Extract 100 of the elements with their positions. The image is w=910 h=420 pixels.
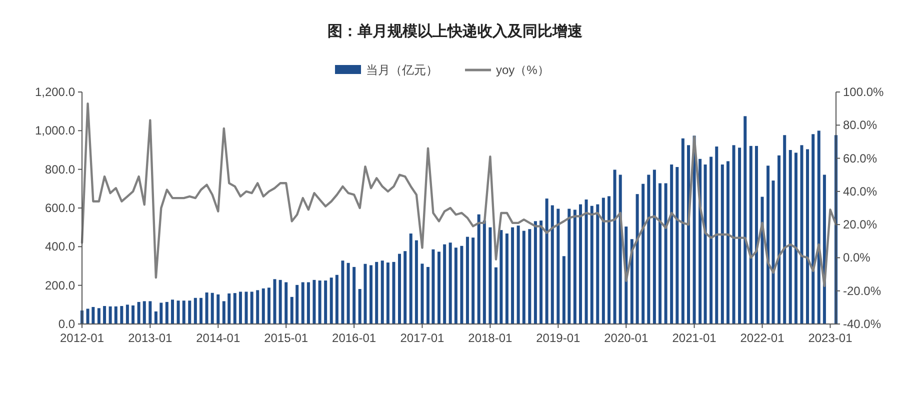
bar xyxy=(568,208,571,324)
bar xyxy=(584,199,588,324)
bar xyxy=(817,130,820,324)
y2-tick-label: -40.0% xyxy=(843,317,882,331)
bar xyxy=(573,210,576,324)
bar xyxy=(676,167,679,324)
y2-tick-label: 80.0% xyxy=(843,118,878,132)
y-tick-label: 1,200.0 xyxy=(34,85,76,99)
bar xyxy=(256,290,260,324)
bar xyxy=(364,264,367,324)
legend-label: yoy（%） xyxy=(496,63,550,77)
x-tick-label: 2020-01 xyxy=(604,331,648,345)
bar xyxy=(788,150,792,324)
bar xyxy=(766,166,770,324)
bar xyxy=(426,266,430,324)
bar xyxy=(97,308,100,324)
bar xyxy=(744,116,747,324)
bar xyxy=(602,198,605,324)
bar xyxy=(341,260,344,324)
bar xyxy=(613,170,616,324)
bar xyxy=(528,229,532,324)
bar xyxy=(460,246,464,324)
bar xyxy=(420,264,424,324)
bar xyxy=(233,293,236,324)
bar xyxy=(562,256,566,324)
bar xyxy=(482,220,486,324)
bar xyxy=(250,292,254,324)
bar xyxy=(210,292,214,324)
bar xyxy=(306,282,310,324)
bar xyxy=(505,234,508,324)
bar xyxy=(647,174,650,324)
line-series xyxy=(80,102,838,287)
bar xyxy=(290,296,294,324)
bar xyxy=(658,183,662,324)
bar xyxy=(630,239,634,324)
bar xyxy=(414,240,418,324)
bar xyxy=(330,278,333,324)
bar xyxy=(608,196,610,324)
bar xyxy=(262,288,265,324)
bar xyxy=(148,301,152,324)
bar xyxy=(500,230,503,324)
x-tick-label: 2014-01 xyxy=(196,331,240,345)
bar xyxy=(154,311,158,324)
bar xyxy=(86,308,90,324)
bar xyxy=(312,280,316,324)
bar xyxy=(267,288,270,324)
bar xyxy=(511,227,514,324)
bar xyxy=(443,244,446,324)
bar xyxy=(732,145,736,324)
legend-label: 当月（亿元） xyxy=(366,63,438,77)
bar xyxy=(409,234,412,324)
bar xyxy=(432,249,435,324)
bar xyxy=(301,282,304,324)
bar xyxy=(550,205,554,324)
bar xyxy=(579,204,582,324)
bar xyxy=(165,302,168,324)
bar xyxy=(772,180,775,324)
bar xyxy=(244,292,248,324)
bar xyxy=(437,252,440,324)
bar xyxy=(296,284,299,324)
bar xyxy=(540,220,543,324)
bar xyxy=(670,164,674,324)
bar xyxy=(160,302,163,324)
y2-tick-label: 60.0% xyxy=(843,151,878,166)
x-tick-label: 2019-01 xyxy=(536,331,581,345)
bar xyxy=(534,221,537,324)
bar xyxy=(794,152,798,324)
bar xyxy=(222,301,226,324)
bar xyxy=(238,292,242,324)
bar xyxy=(704,164,707,324)
bar xyxy=(472,238,475,324)
bar xyxy=(273,279,276,324)
bar xyxy=(335,274,338,324)
y-tick-label: 200.0 xyxy=(44,278,76,292)
bar xyxy=(454,248,458,324)
bar xyxy=(477,214,480,324)
bar xyxy=(126,304,129,324)
y-tick-label: 800.0 xyxy=(44,162,76,176)
bar xyxy=(636,194,639,324)
x-tick-label: 2013-01 xyxy=(128,331,172,345)
bar xyxy=(188,300,192,324)
bar xyxy=(545,198,548,324)
bar xyxy=(466,236,469,324)
bar xyxy=(182,300,186,324)
bar xyxy=(171,300,174,324)
bar xyxy=(199,298,202,324)
bar xyxy=(516,226,520,324)
x-tick-label: 2021-01 xyxy=(672,331,717,345)
bar xyxy=(800,145,804,324)
bar xyxy=(120,306,124,324)
bar xyxy=(278,280,282,324)
bar xyxy=(137,302,140,324)
y2-tick-label: 100.0% xyxy=(843,85,884,99)
bar xyxy=(228,293,231,324)
bar xyxy=(812,134,815,324)
bar xyxy=(778,155,781,324)
bar xyxy=(488,227,492,324)
bar xyxy=(114,306,118,324)
bar xyxy=(687,145,690,324)
x-tick-label: 2016-01 xyxy=(332,331,376,345)
